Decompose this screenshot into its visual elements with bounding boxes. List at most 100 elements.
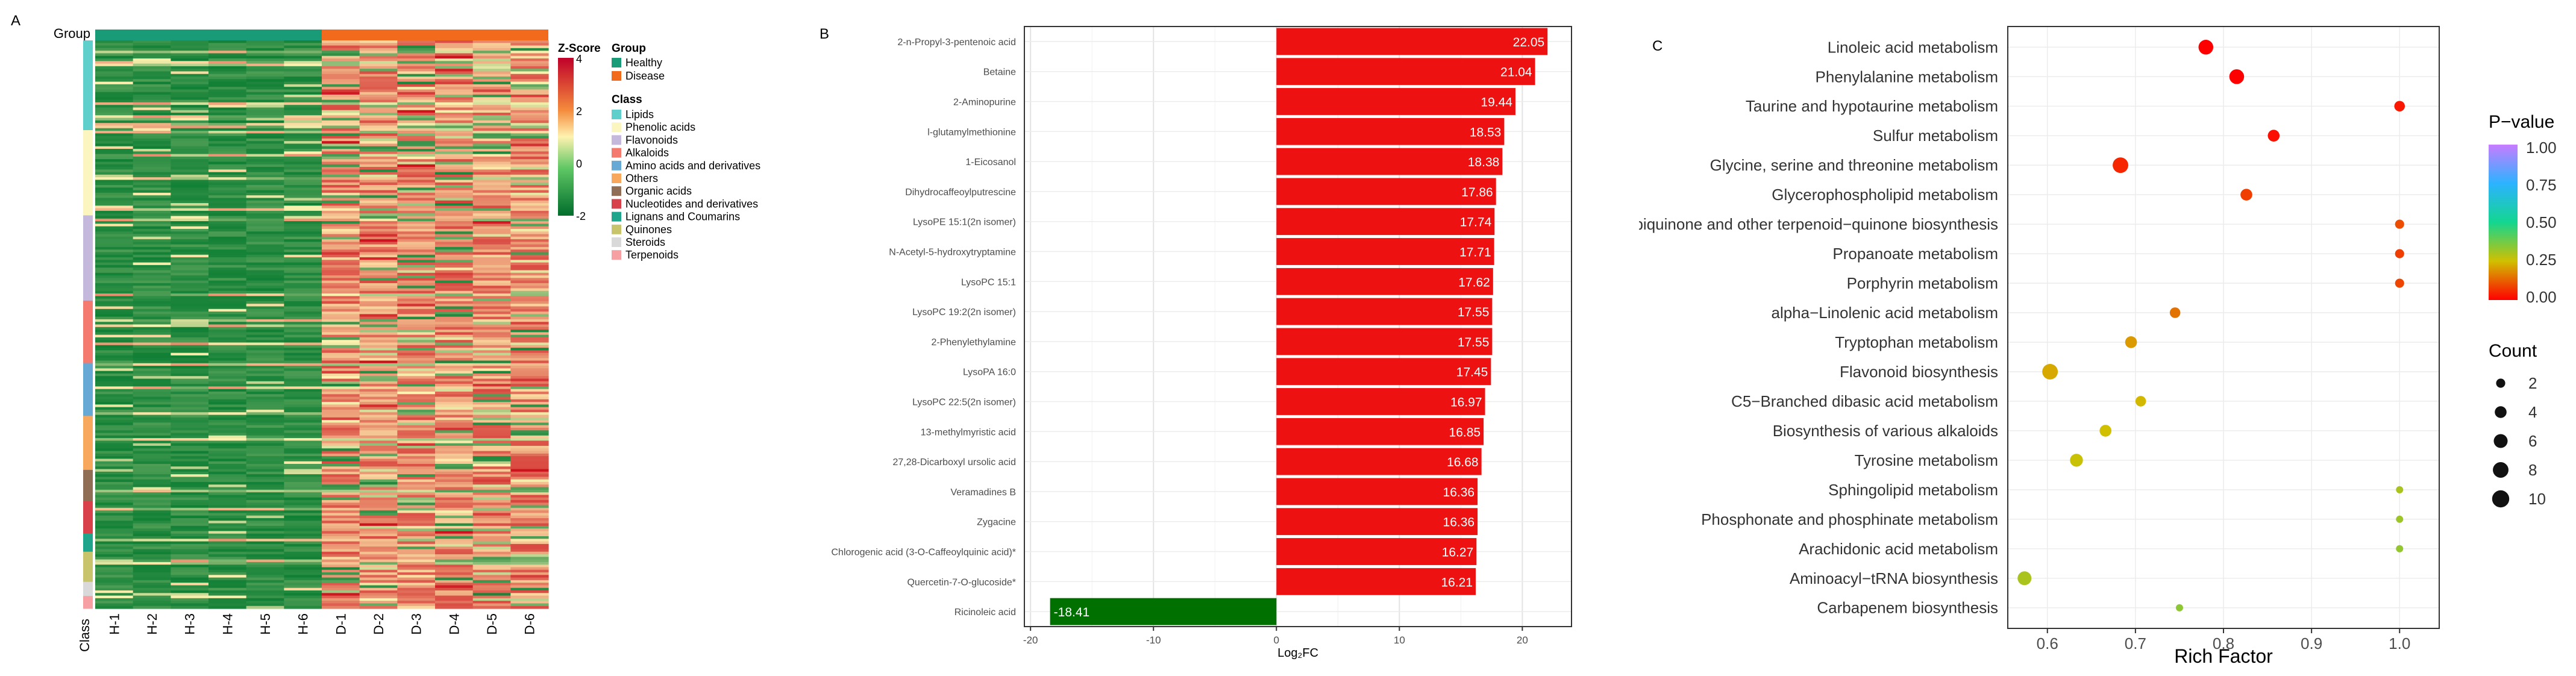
heatmap-cell [208, 167, 247, 170]
heatmap-cell [95, 77, 134, 80]
heatmap-cell [472, 521, 511, 524]
heatmap-cell [284, 246, 322, 250]
heatmap-cell [510, 456, 549, 459]
heatmap-cell [397, 487, 436, 490]
heatmap-cell [284, 115, 322, 119]
heatmap-cell [246, 487, 284, 490]
heatmap-cell [510, 386, 549, 390]
bar-value-label: 17.62 [1458, 275, 1490, 289]
heatmap-cell [95, 172, 134, 175]
heatmap-cell [359, 348, 398, 351]
heatmap-cell [208, 378, 247, 382]
heatmap-cell [472, 422, 511, 426]
heatmap-cell [95, 394, 134, 398]
heatmap-cell [246, 264, 284, 268]
heatmap-cell [510, 195, 549, 199]
heatmap-cell [359, 451, 398, 454]
heatmap-cell [95, 557, 134, 560]
heatmap-cell [397, 262, 436, 266]
heatmap-cell [284, 389, 322, 392]
heatmap-cell [208, 546, 247, 550]
heatmap-cell [510, 99, 549, 103]
heatmap-cell [171, 138, 209, 142]
heatmap-cell [208, 404, 247, 408]
heatmap-cell [397, 149, 436, 152]
heatmap-cell [435, 427, 474, 431]
heatmap-cell [435, 262, 474, 266]
heatmap-cell [510, 136, 549, 139]
heatmap-cell [435, 246, 474, 250]
heatmap-cell [472, 394, 511, 398]
heatmap-cell [472, 55, 511, 59]
heatmap-cell [472, 384, 511, 387]
heatmap-cell [208, 523, 247, 527]
heatmap-cell [208, 502, 247, 506]
bar-category-label: 1-Eicosanol [965, 157, 1016, 167]
heatmap-cell [472, 234, 511, 237]
group-bar-healthy [95, 30, 322, 40]
heatmap-cell [322, 268, 360, 271]
heatmap-cell [95, 133, 134, 137]
heatmap-cell [435, 445, 474, 449]
heatmap-cell [246, 497, 284, 501]
heatmap-cell [208, 430, 247, 434]
heatmap-cell [435, 117, 474, 121]
heatmap-cell [284, 48, 322, 51]
heatmap-cell [472, 601, 511, 604]
heatmap-cell [171, 575, 209, 578]
heatmap-cell [208, 551, 247, 555]
heatmap-cell [322, 355, 360, 358]
heatmap-cell [133, 105, 171, 108]
heatmap-cell [472, 218, 511, 222]
heatmap-cell [359, 257, 398, 260]
heatmap-cell [510, 330, 549, 333]
heatmap-cell [435, 433, 474, 436]
heatmap-cell [133, 438, 171, 441]
heatmap-cell [322, 438, 360, 441]
heatmap-cell [95, 280, 134, 284]
heatmap-cell [322, 198, 360, 201]
heatmap-cell [208, 463, 247, 467]
heatmap-cell [322, 117, 360, 121]
heatmap-cell [284, 471, 322, 475]
heatmap-cell [472, 489, 511, 493]
heatmap-cell [472, 425, 511, 428]
heatmap-cell [208, 461, 247, 465]
heatmap-cell [133, 539, 171, 542]
heatmap-cell [208, 156, 247, 160]
heatmap-cell [510, 154, 549, 157]
heatmap-cell [359, 445, 398, 449]
heatmap-cell [510, 489, 549, 493]
heatmap-cell [95, 378, 134, 382]
heatmap-cell [472, 567, 511, 571]
heatmap-cell [246, 270, 284, 274]
heatmap-cell [133, 348, 171, 351]
heatmap-cell [510, 471, 549, 475]
heatmap-cell [284, 123, 322, 127]
heatmap-cell [322, 278, 360, 281]
heatmap-cell [284, 286, 322, 289]
heatmap-cell [246, 551, 284, 555]
heatmap-cell [435, 565, 474, 568]
heatmap-cell [322, 97, 360, 101]
heatmap-cell [246, 580, 284, 583]
heatmap-cell [133, 252, 171, 255]
heatmap-cell [246, 74, 284, 77]
heatmap-cell [208, 394, 247, 398]
heatmap-cell [359, 92, 398, 95]
heatmap-cell [133, 495, 171, 498]
heatmap-cell [133, 565, 171, 568]
heatmap-cell [435, 301, 474, 304]
heatmap-cell [435, 378, 474, 382]
heatmap-cell [435, 120, 474, 124]
heatmap-cell [246, 399, 284, 402]
heatmap-cell [397, 185, 436, 188]
heatmap-cell [472, 159, 511, 163]
heatmap-cell [208, 110, 247, 113]
heatmap-cell [397, 221, 436, 224]
heatmap-cell [472, 149, 511, 152]
heatmap-cell [284, 296, 322, 299]
heatmap-cell [284, 228, 322, 232]
heatmap-cell [397, 324, 436, 328]
heatmap-cell [246, 567, 284, 571]
